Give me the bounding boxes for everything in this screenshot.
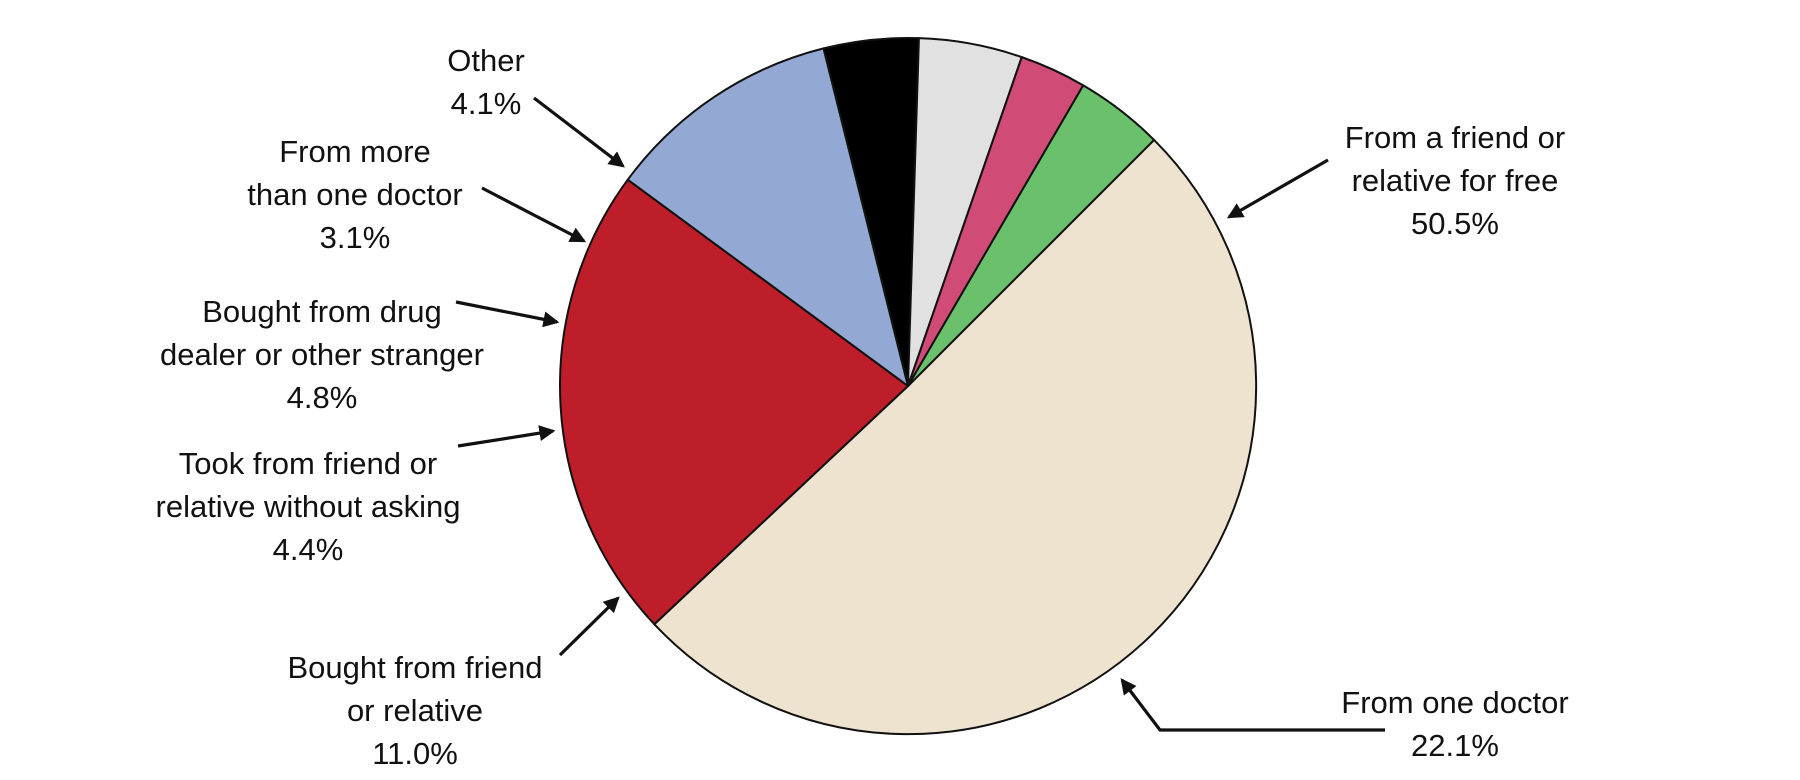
value-label: 3.1% (320, 220, 391, 255)
slice-labels: From a friend or relative for free 50.5%Fr… (156, 43, 1569, 771)
arrow-from-one-doctor (1120, 678, 1385, 732)
value-label: 4.1% (451, 86, 522, 121)
label-from-a-friend-or-relative-for-free: From a friend or relative for free 50.5% (1345, 120, 1566, 241)
category-label-line: From one doctor (1341, 685, 1568, 720)
value-label: 4.8% (287, 380, 358, 415)
value-label: 11.0% (372, 736, 458, 771)
arrow-bought-from-drug-dealer-or-other-stranger (455, 300, 560, 328)
pie-slice-other (907, 84, 1156, 387)
pie-slice-bought-from-friend-or-relative (626, 47, 909, 387)
label-took-from-friend-or-relative-without-asking: Took from friend or relative without aski… (156, 446, 461, 567)
pie-slice-from-a-friend-or-relative-for-free (653, 138, 1258, 736)
category-label-line: relative for free (1352, 163, 1559, 198)
arrow-other (533, 96, 625, 168)
arrow-took-from-friend-or-relative-without-asking (457, 425, 556, 448)
arrow-bought-from-friend-or-relative (558, 596, 620, 657)
value-label: 50.5% (1411, 206, 1499, 241)
category-label-line: From more (279, 134, 431, 169)
label-bought-from-drug-dealer-or-other-stranger: Bought from drug dealer or other stranger… (160, 294, 484, 415)
pie-slice-from-one-doctor (559, 178, 909, 626)
category-label-line: Bought from friend (287, 650, 542, 685)
category-label-line: than one doctor (247, 177, 462, 212)
pie-slices (559, 37, 1258, 736)
category-label-line: Took from friend or (179, 446, 437, 481)
category-label-line: relative without asking (156, 489, 461, 524)
category-label-line: dealer or other stranger (160, 337, 484, 372)
arrow-from-a-friend-or-relative-for-free (1226, 158, 1329, 219)
label-arrows (455, 96, 1385, 732)
arrow-from-more-than-one-doctor (481, 186, 587, 243)
category-label-line: Bought from drug (202, 294, 442, 329)
label-from-one-doctor: From one doctor 22.1% (1341, 685, 1568, 763)
value-label: 4.4% (273, 532, 344, 567)
label-bought-from-friend-or-relative: Bought from friend or relative 11.0% (287, 650, 542, 771)
label-from-more-than-one-doctor: From more than one doctor 3.1% (247, 134, 462, 255)
category-label-line: or relative (347, 693, 483, 728)
label-other: Other 4.1% (447, 43, 525, 121)
value-label: 22.1% (1411, 728, 1499, 763)
category-label-line: Other (447, 43, 525, 78)
category-label-line: From a friend or (1345, 120, 1566, 155)
